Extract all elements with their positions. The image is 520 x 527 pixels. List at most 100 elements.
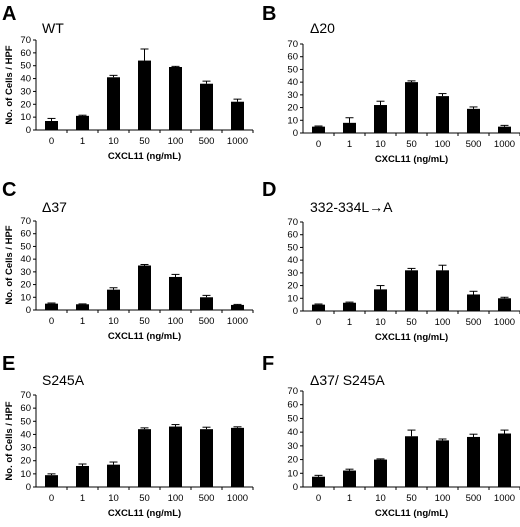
panel-letter: D (262, 179, 276, 201)
bar (374, 459, 387, 487)
bar (45, 303, 58, 310)
x-axis-label: CXCL11 (ng/mL) (375, 332, 448, 343)
y-tick-label: 30 (287, 90, 298, 101)
y-tick-label: 30 (287, 441, 298, 452)
bar (374, 289, 387, 311)
panel-letter: F (262, 353, 274, 375)
x-tick-label: 1000 (227, 493, 248, 504)
bar (138, 429, 151, 487)
x-axis-label: CXCL11 (ng/mL) (108, 331, 181, 342)
y-tick-label: 0 (26, 482, 31, 493)
bar (169, 426, 182, 487)
bar (138, 265, 151, 310)
y-tick-label: 10 (287, 468, 298, 479)
y-tick-label: 20 (20, 280, 31, 291)
x-tick-label: 1000 (494, 317, 515, 328)
x-tick-label: 50 (139, 493, 150, 504)
panel-f: F Δ37/ S245A 0 10 20 30 40 50 60 70 0 1 10 50 100 500 10… (262, 353, 520, 519)
x-tick-label: 100 (168, 316, 184, 327)
x-tick-label: 1 (80, 136, 85, 147)
bar (343, 122, 356, 133)
x-tick-label: 10 (375, 317, 386, 328)
x-axis-label: CXCL11 (ng/mL) (375, 508, 448, 519)
x-tick-label: 1 (347, 139, 352, 150)
y-tick-label: 40 (20, 74, 31, 85)
panel-title: S245A (42, 372, 85, 388)
y-tick-label: 10 (287, 115, 298, 126)
y-tick-label: 70 (287, 217, 298, 228)
x-tick-label: 500 (466, 493, 482, 504)
y-tick-label: 0 (26, 125, 31, 136)
bar (107, 289, 120, 310)
y-tick-label: 0 (293, 482, 298, 493)
y-tick-label: 60 (20, 403, 31, 414)
bar (436, 96, 449, 133)
bar (405, 270, 418, 311)
bar (76, 465, 89, 487)
x-tick-label: 1 (347, 493, 352, 504)
y-axis-label: No. of Cells / HPF (4, 225, 15, 304)
x-tick-label: 10 (108, 493, 119, 504)
bar (467, 436, 480, 487)
x-axis-label: CXCL11 (ng/mL) (375, 154, 448, 165)
x-axis-label: CXCL11 (ng/mL) (108, 508, 181, 519)
bar (312, 126, 325, 133)
y-tick-label: 50 (20, 241, 31, 252)
y-tick-label: 50 (287, 242, 298, 253)
bar (498, 298, 511, 311)
bar (45, 475, 58, 487)
y-tick-label: 60 (287, 400, 298, 411)
x-tick-label: 10 (108, 136, 119, 147)
y-tick-label: 50 (20, 416, 31, 427)
y-tick-label: 40 (20, 254, 31, 265)
y-tick-label: 10 (20, 469, 31, 480)
y-tick-label: 20 (20, 456, 31, 467)
bar (405, 82, 418, 133)
x-tick-label: 500 (199, 316, 215, 327)
x-tick-label: 100 (168, 136, 184, 147)
panel-letter: E (2, 353, 15, 375)
x-tick-label: 50 (406, 493, 417, 504)
y-tick-label: 60 (287, 52, 298, 63)
bar (107, 464, 120, 487)
x-tick-label: 1 (80, 316, 85, 327)
bar (200, 297, 213, 310)
y-tick-label: 70 (287, 386, 298, 397)
y-tick-label: 30 (20, 443, 31, 454)
y-axis-label: No. of Cells / HPF (4, 45, 15, 124)
x-tick-label: 0 (49, 316, 54, 327)
y-tick-label: 30 (287, 268, 298, 279)
panel-title: Δ37 (42, 199, 67, 215)
x-tick-label: 0 (49, 136, 54, 147)
bar (169, 276, 182, 310)
y-tick-label: 60 (20, 229, 31, 240)
y-tick-label: 40 (287, 427, 298, 438)
x-tick-label: 50 (406, 317, 417, 328)
y-tick-label: 50 (287, 64, 298, 75)
x-tick-label: 500 (199, 136, 215, 147)
bar (436, 270, 449, 311)
x-tick-label: 1000 (227, 316, 248, 327)
bar (76, 115, 89, 130)
y-tick-label: 60 (287, 230, 298, 241)
x-tick-label: 1000 (494, 139, 515, 150)
bar (231, 427, 244, 487)
y-tick-label: 10 (20, 112, 31, 123)
bar (374, 105, 387, 133)
y-tick-label: 60 (20, 48, 31, 59)
panel-e: E S245A 0 10 20 30 40 50 60 70 0 1 10 50 100 500 1000 CXC… (2, 353, 254, 519)
bar (498, 433, 511, 487)
y-tick-label: 70 (287, 39, 298, 50)
x-tick-label: 100 (435, 317, 451, 328)
y-tick-label: 0 (293, 306, 298, 317)
y-tick-label: 50 (287, 413, 298, 424)
y-tick-label: 30 (20, 267, 31, 278)
y-tick-label: 40 (287, 255, 298, 266)
bar (200, 429, 213, 487)
bar (312, 476, 325, 487)
panel-letter: B (262, 3, 276, 25)
y-tick-label: 40 (20, 429, 31, 440)
